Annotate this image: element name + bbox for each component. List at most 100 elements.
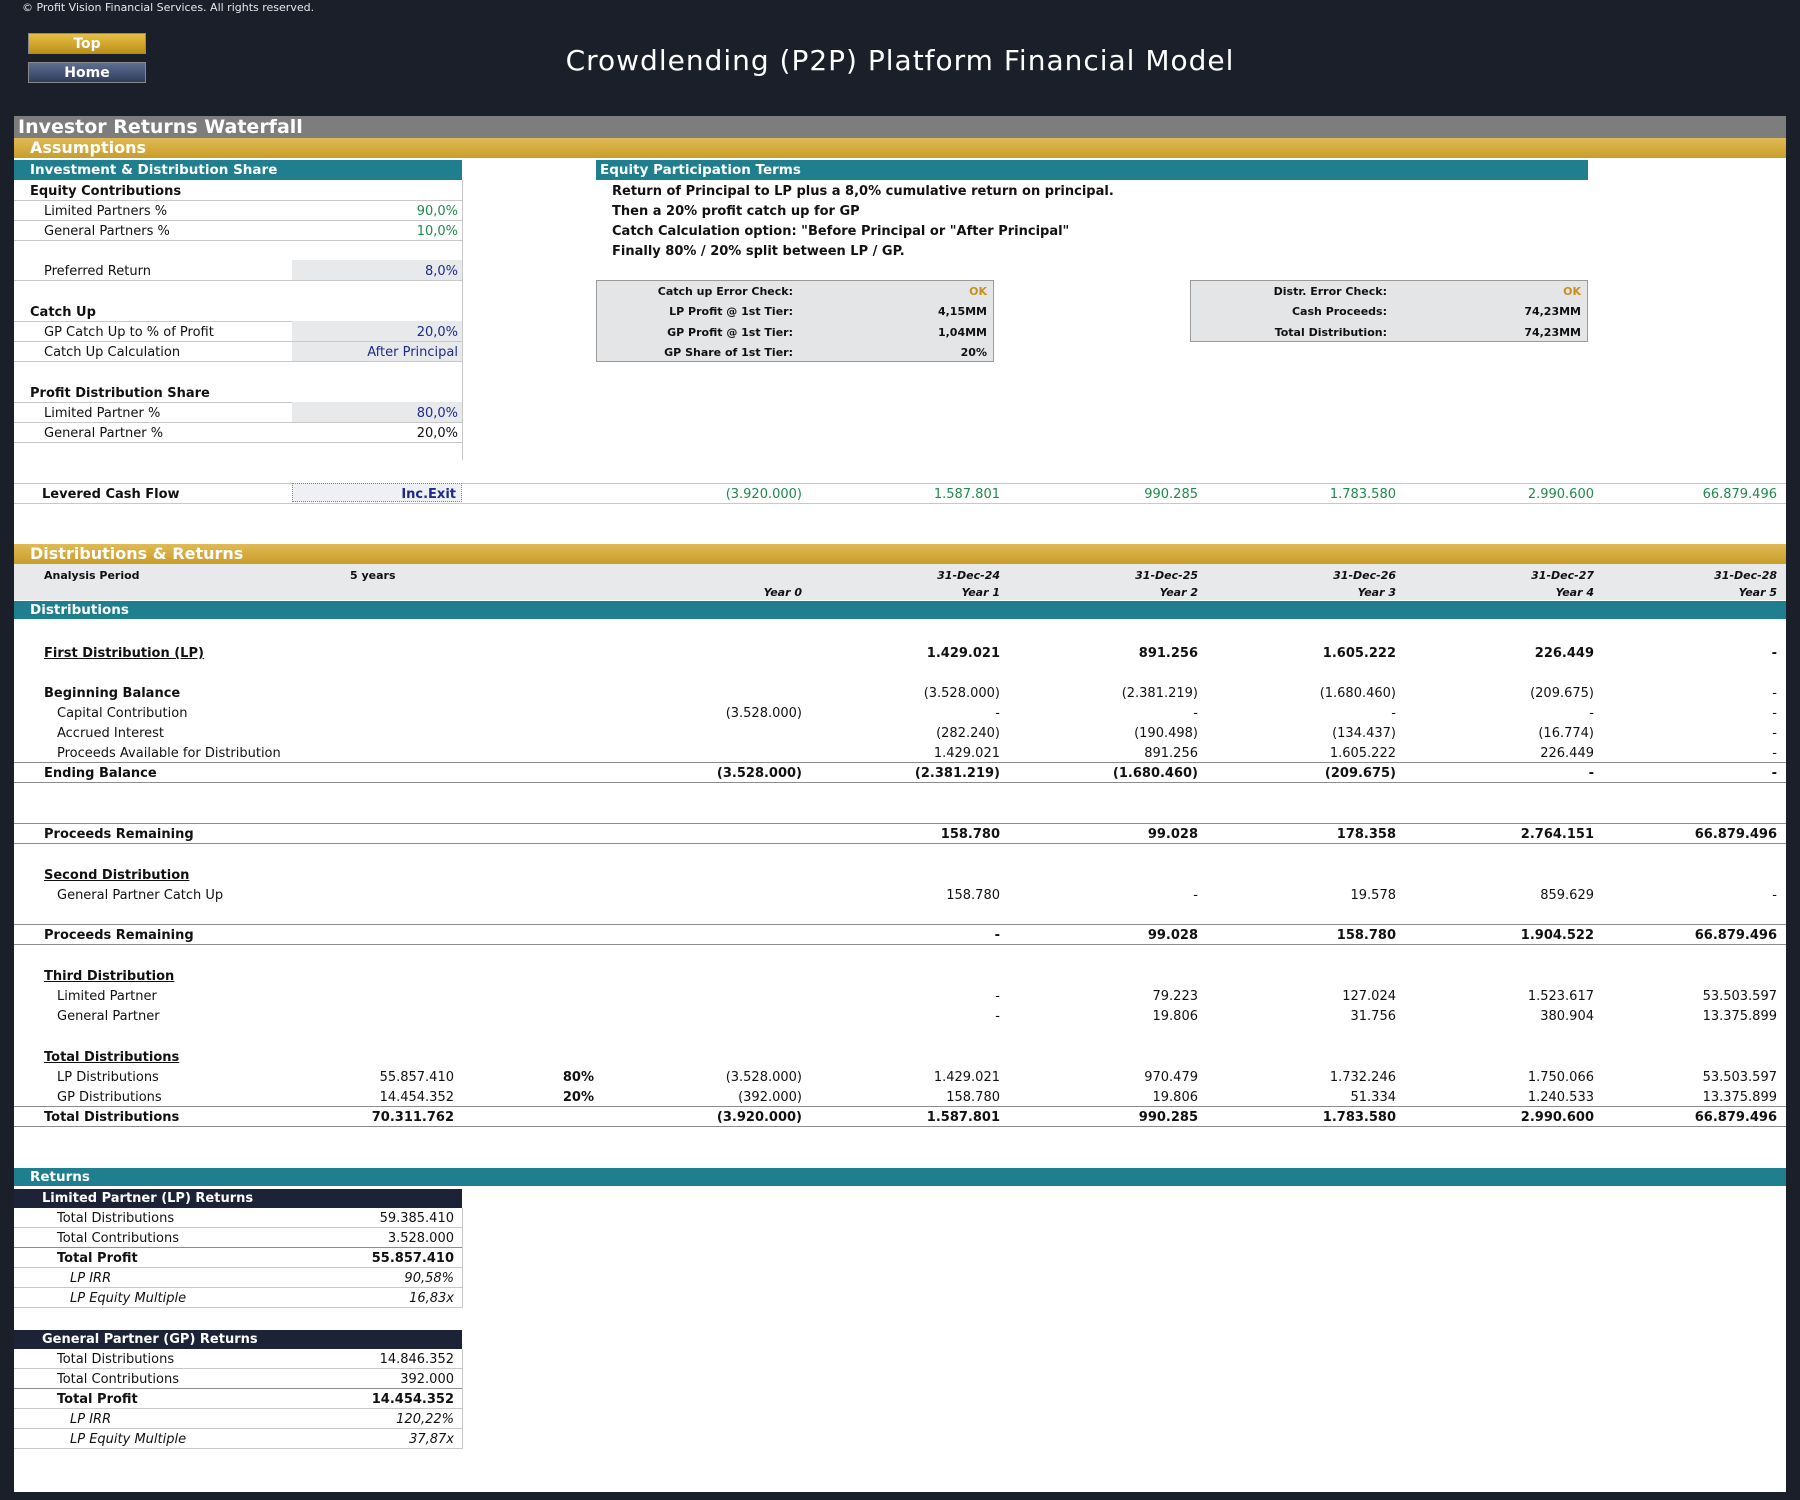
gp-multiple: 37,87x: [409, 1432, 454, 1447]
third-lp-label: Limited Partner: [57, 989, 157, 1004]
home-button[interactable]: Home: [28, 62, 146, 83]
levered-cf-year1: 1.587.801: [933, 487, 1000, 502]
gp-total-contributions: 392.000: [400, 1372, 454, 1387]
cell: 13.375.899: [1702, 1009, 1777, 1024]
gp-total-distributions: 14.846.352: [379, 1352, 454, 1367]
equity-contributions-label: Equity Contributions: [30, 184, 182, 199]
panel-border: [462, 1208, 463, 1308]
gp-pct-label: General Partners %: [44, 224, 170, 239]
gp-catch-label: GP Catch Up to % of Profit: [44, 325, 214, 340]
inc-exit-cell[interactable]: [292, 483, 462, 502]
catch-calc-select[interactable]: After Principal: [367, 345, 458, 360]
cell: 66.879.496: [1694, 1110, 1777, 1125]
date-year3: 31-Dec-26: [1333, 569, 1396, 582]
divider: [14, 442, 462, 443]
proceeds-remaining-label: Proceeds Remaining: [44, 827, 194, 842]
cell: 1.429.021: [933, 746, 1000, 761]
cell: 1.605.222: [1329, 746, 1396, 761]
gp-total-distributions-label: Total Distributions: [57, 1352, 175, 1367]
cell: 158.780: [946, 888, 1000, 903]
cell: 178.358: [1336, 827, 1396, 842]
cell: -: [1771, 646, 1777, 661]
divider: [14, 341, 462, 342]
lp-share-input[interactable]: 80,0%: [416, 406, 458, 421]
cell: 226.449: [1534, 646, 1594, 661]
cell: 1.732.246: [1329, 1070, 1396, 1085]
top-button[interactable]: Top: [28, 33, 146, 54]
year-label-3: Year 3: [1357, 586, 1396, 599]
check-value: 20%: [960, 346, 987, 359]
cell: (3.528.000): [716, 766, 802, 781]
preferred-return-input[interactable]: 8,0%: [424, 264, 458, 279]
gp-irr: 120,22%: [396, 1412, 454, 1427]
divider: [14, 944, 1786, 945]
cell: 2.764.151: [1520, 827, 1594, 842]
input-cell-bg: [292, 260, 462, 280]
gp-catch-input[interactable]: 20,0%: [416, 325, 458, 340]
gp-total-profit: 14.454.352: [371, 1392, 454, 1407]
cell: 891.256: [1144, 746, 1198, 761]
cell: 158.780: [1336, 928, 1396, 943]
cell: -: [1588, 766, 1594, 781]
cell: 13.375.899: [1702, 1090, 1777, 1105]
check-label: GP Profit @ 1st Tier:: [667, 326, 793, 339]
year-label-1: Year 1: [961, 586, 1000, 599]
divider: [14, 361, 462, 362]
cell: (282.240): [936, 726, 1000, 741]
gp-share-value[interactable]: 20,0%: [416, 426, 458, 441]
proceeds-remaining-label: Proceeds Remaining: [44, 928, 194, 943]
check-label: Total Distribution:: [1274, 326, 1387, 339]
cell: (3.528.000): [923, 686, 1000, 701]
cell: (16.774): [1538, 726, 1594, 741]
cell: (3.528.000): [725, 1070, 802, 1085]
divider: [14, 321, 462, 322]
divider: [14, 402, 462, 403]
cell: 158.780: [940, 827, 1000, 842]
cell: 1.750.066: [1527, 1070, 1594, 1085]
check-label: GP Share of 1st Tier:: [664, 346, 793, 359]
cell: 2.990.600: [1520, 1110, 1594, 1125]
ending-balance-label: Ending Balance: [44, 766, 157, 781]
cell: 970.479: [1144, 1070, 1198, 1085]
cell: 1.904.522: [1520, 928, 1594, 943]
cell: -: [995, 1009, 1000, 1024]
divider: [14, 1388, 462, 1389]
date-year2: 31-Dec-25: [1135, 569, 1198, 582]
divider: [14, 422, 462, 423]
cell: -: [995, 989, 1000, 1004]
cell: (190.498): [1134, 726, 1198, 741]
gp-pct-value[interactable]: 10,0%: [416, 224, 458, 239]
cell: 51.334: [1350, 1090, 1397, 1105]
check-value: 1,04MM: [937, 326, 987, 339]
cell: 891.256: [1138, 646, 1198, 661]
cell: (2.381.219): [914, 766, 1000, 781]
lp-total-profit-label: Total Profit: [57, 1251, 138, 1266]
cell: (3.528.000): [725, 706, 802, 721]
divider: [14, 1287, 462, 1288]
gp-multiple-label: LP Equity Multiple: [70, 1432, 187, 1447]
divider: [14, 762, 1786, 763]
divider: [14, 924, 1786, 925]
third-gp-label: General Partner: [57, 1009, 160, 1024]
divider: [14, 1106, 1786, 1107]
cell: 19.578: [1350, 888, 1397, 903]
returns-header: Returns: [14, 1168, 1786, 1186]
cell: (2.381.219): [1121, 686, 1198, 701]
cell: 1.240.533: [1527, 1090, 1594, 1105]
cell: -: [1772, 726, 1777, 741]
year-label-2: Year 2: [1159, 586, 1198, 599]
cell: (1.680.460): [1319, 686, 1396, 701]
levered-mode[interactable]: Inc.Exit: [401, 487, 456, 502]
cell: 79.223: [1152, 989, 1199, 1004]
lp-pct-value[interactable]: 90,0%: [416, 204, 458, 219]
lp-irr-label: LP IRR: [70, 1271, 112, 1286]
divider: [14, 1247, 462, 1248]
divider: [14, 843, 1786, 844]
lp-multiple-label: LP Equity Multiple: [70, 1291, 187, 1306]
page-title: Crowdlending (P2P) Platform Financial Mo…: [565, 44, 1235, 77]
divider: [14, 1126, 1786, 1127]
total-dist-total: 70.311.762: [371, 1110, 454, 1125]
cell: 158.780: [946, 1090, 1000, 1105]
assumptions-header: Assumptions: [14, 138, 1786, 158]
divider: [14, 1227, 462, 1228]
